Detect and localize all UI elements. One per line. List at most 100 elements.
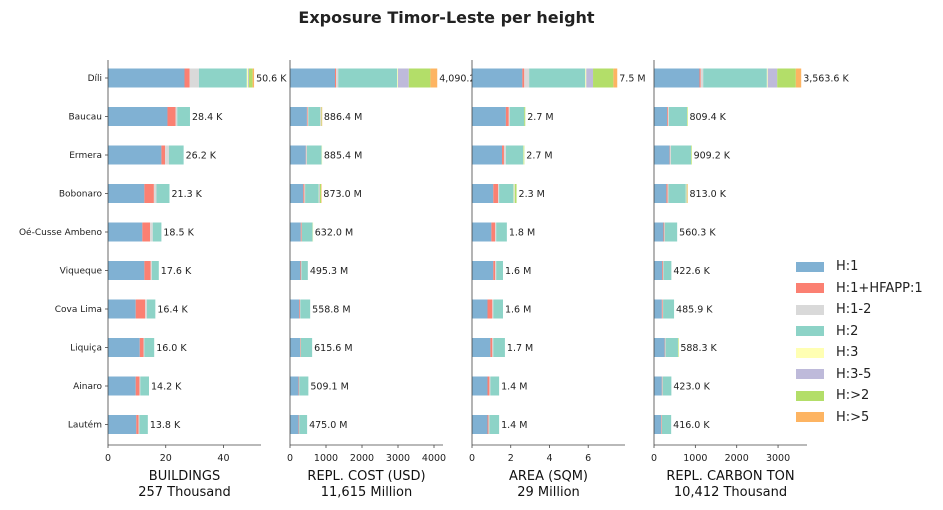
bar-segment bbox=[767, 68, 778, 88]
legend-swatch bbox=[796, 283, 824, 294]
legend-item: H:1 bbox=[796, 256, 923, 278]
bar-segment bbox=[301, 261, 308, 280]
bar-segment bbox=[301, 222, 303, 242]
bar-segment bbox=[246, 68, 249, 88]
bar-segment bbox=[397, 68, 398, 88]
bar-segment bbox=[108, 222, 143, 242]
bar-segment bbox=[472, 415, 488, 434]
bar-segment bbox=[300, 338, 301, 357]
bar-segment bbox=[408, 68, 431, 88]
bar-segment bbox=[666, 184, 668, 203]
value-label: 416.0 K bbox=[673, 420, 710, 431]
bar-segment bbox=[654, 338, 665, 357]
bar-segment bbox=[318, 184, 320, 203]
bar-segment bbox=[108, 299, 136, 319]
bar-segment bbox=[509, 107, 525, 126]
bar-segment bbox=[300, 338, 313, 357]
bar-segment bbox=[661, 376, 663, 396]
bar-segment bbox=[140, 376, 149, 396]
bar-segment bbox=[151, 261, 159, 280]
bar-segment bbox=[661, 415, 672, 434]
value-label: 813.0 K bbox=[689, 189, 726, 200]
panel-total: 29 Million bbox=[517, 485, 580, 500]
legend-item: H:3 bbox=[796, 342, 923, 364]
bar-segment bbox=[144, 261, 151, 280]
bar-segment bbox=[336, 68, 339, 88]
bar-segment bbox=[508, 107, 510, 126]
legend-swatch bbox=[796, 412, 824, 423]
bar-segment bbox=[144, 184, 154, 203]
bar-segment bbox=[189, 68, 199, 88]
category-label: Díli bbox=[88, 74, 102, 84]
legend-label: H:1-2 bbox=[836, 302, 872, 318]
bar-segment bbox=[529, 68, 586, 88]
bar-segment bbox=[662, 376, 672, 396]
legend-item: H:1+HFAPP:1 bbox=[796, 278, 923, 300]
x-tick-label: 2 bbox=[508, 453, 514, 464]
legend-swatch bbox=[796, 304, 824, 315]
bar-segment bbox=[488, 415, 490, 434]
value-label: 475.0 M bbox=[309, 420, 347, 431]
bar-segment bbox=[654, 376, 662, 396]
bar-segment bbox=[593, 68, 614, 88]
bar-segment bbox=[156, 184, 170, 203]
value-label: 26.2 K bbox=[186, 151, 217, 162]
panel-xlabel: AREA (SQM) bbox=[508, 469, 588, 484]
x-tick-label: 4000 bbox=[422, 453, 446, 464]
x-tick-label: 2000 bbox=[350, 453, 374, 464]
panel-caption: AREA (SQM) 29 Million bbox=[452, 469, 645, 501]
value-label: 18.5 K bbox=[163, 228, 194, 239]
bar-segment bbox=[585, 68, 587, 88]
bar-segment bbox=[662, 261, 664, 280]
x-tick-label: 4 bbox=[546, 453, 552, 464]
bar-segment bbox=[298, 415, 300, 434]
bar-segment bbox=[668, 107, 669, 126]
bar-segment bbox=[108, 184, 145, 203]
bar-segment bbox=[472, 261, 494, 280]
bar-segment bbox=[290, 376, 299, 396]
bar-segment bbox=[299, 376, 309, 396]
bar-segment bbox=[300, 338, 301, 357]
bar-segment bbox=[472, 376, 488, 396]
bar-segment bbox=[700, 68, 704, 88]
legend-item: H:>5 bbox=[796, 407, 923, 429]
bar-segment bbox=[306, 145, 322, 165]
value-label: 615.6 M bbox=[314, 343, 352, 354]
legend-item: H:2 bbox=[796, 321, 923, 343]
bar-segment bbox=[490, 338, 493, 357]
bar-segment bbox=[665, 338, 678, 357]
x-tick-label: 0 bbox=[469, 453, 475, 464]
bar-segment bbox=[321, 145, 323, 165]
value-label: 14.2 K bbox=[151, 382, 182, 393]
bar-segment bbox=[664, 222, 665, 242]
legend-item: H:>2 bbox=[796, 385, 923, 407]
bar-segment bbox=[139, 376, 141, 396]
bar-segment bbox=[492, 338, 494, 357]
bar-segment bbox=[290, 222, 301, 242]
category-label: Baucau bbox=[68, 113, 102, 123]
bar-segment bbox=[654, 145, 670, 165]
bar-segment bbox=[699, 68, 701, 88]
bar-segment bbox=[301, 222, 313, 242]
bar-segment bbox=[303, 184, 305, 203]
bar-segment bbox=[177, 107, 190, 126]
bar-segment bbox=[472, 222, 492, 242]
bar-segment bbox=[661, 415, 662, 434]
value-label: 632.0 M bbox=[315, 228, 353, 239]
value-label: 2.3 M bbox=[519, 189, 545, 200]
bar-segment bbox=[108, 376, 136, 396]
value-label: 423.0 K bbox=[673, 382, 710, 393]
value-label: 885.4 M bbox=[324, 151, 362, 162]
legend-swatch bbox=[796, 326, 824, 337]
bar-segment bbox=[430, 68, 438, 88]
legend-label: H:1 bbox=[836, 259, 859, 275]
legend-label: H:3-5 bbox=[836, 366, 872, 382]
bar-segment bbox=[670, 145, 671, 165]
category-label: Ainaro bbox=[73, 382, 102, 392]
bar-segment bbox=[472, 68, 523, 88]
value-label: 2.7 M bbox=[527, 112, 553, 123]
legend-label: H:2 bbox=[836, 323, 859, 339]
bar-segment bbox=[654, 68, 700, 88]
bar-segment bbox=[300, 299, 311, 319]
value-label: 28.4 K bbox=[192, 112, 223, 123]
